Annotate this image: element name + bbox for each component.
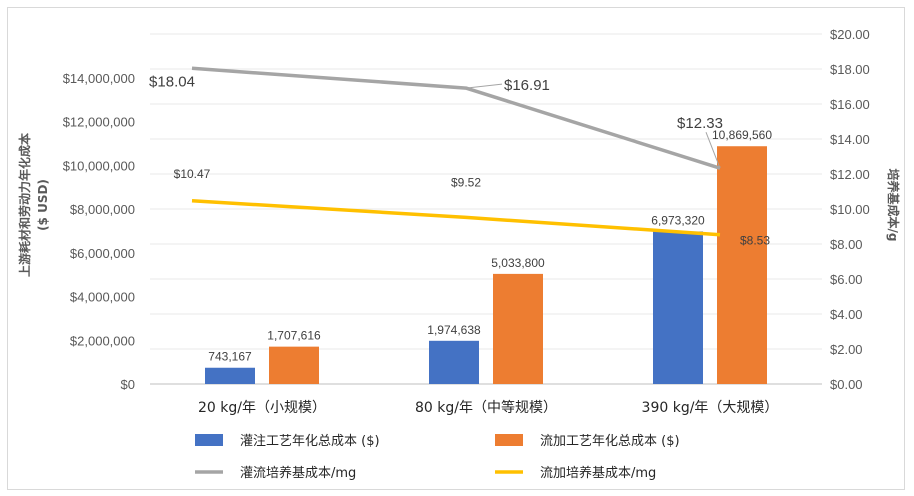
bar-perfusion: [429, 340, 479, 384]
y-left-tick-label: $4,000,000: [70, 290, 135, 305]
bar-value-label: 10,869,560: [712, 128, 772, 142]
bar-fedbatch: [269, 346, 319, 384]
data-labels: 743,167 1,974,638 6,973,320 1,707,616 5,033,…: [149, 73, 772, 363]
y-left-axis-unit: ($ USD): [36, 179, 50, 231]
legend-item: 流加工艺年化总成本 ($): [495, 434, 680, 449]
y-left-axis-title: 上游耗材和劳动力年化成本: [17, 133, 32, 277]
legend-item: 流加培养基成本/mg: [495, 465, 656, 481]
y-left-tick-label: $6,000,000: [70, 246, 135, 261]
chart-frame: [7, 7, 905, 490]
y-right-tick-label: $2.00: [830, 342, 863, 357]
bar-perfusion: [653, 231, 703, 384]
bar-value-label: 5,033,800: [491, 256, 545, 270]
line-value-label: $9.52: [451, 175, 481, 189]
gridlines: [150, 33, 822, 385]
y-right-tick-label: $4.00: [830, 307, 863, 322]
bar-value-label: 1,707,616: [267, 329, 321, 343]
y-left-tick-label: $2,000,000: [70, 333, 135, 348]
line-value-label: $12.33: [677, 115, 723, 132]
y-left-tick-label: $14,000,000: [63, 71, 135, 86]
legend-label: 流加培养基成本/mg: [540, 465, 656, 481]
category-label: 80 kg/年（中等规模）: [415, 399, 557, 416]
bar-value-label: 6,973,320: [651, 213, 705, 227]
y-left-tick-label: $8,000,000: [70, 202, 135, 217]
bar-fedbatch: [493, 273, 543, 384]
line-value-label: $18.04: [149, 73, 195, 90]
y-right-tick-label: $14.00: [830, 132, 870, 147]
y-right-tick-label: $0.00: [830, 377, 863, 392]
legend-label: 灌流培养基成本/mg: [240, 465, 356, 481]
axes: $0 $2,000,000 $4,000,000 $6,000,000 $8,000,0…: [17, 27, 901, 416]
y-left-tick-label: $12,000,000: [63, 115, 135, 130]
y-right-tick-label: $6.00: [830, 272, 863, 287]
y-left-tick-label: $0: [121, 377, 135, 392]
bar-value-label: 743,167: [208, 350, 252, 364]
y-right-tick-label: $10.00: [830, 202, 870, 217]
line-value-label: $16.91: [504, 77, 550, 94]
bars: [205, 146, 767, 384]
y-left-tick-label: $10,000,000: [63, 158, 135, 173]
y-right-tick-label: $18.00: [830, 62, 870, 77]
bar-perfusion: [205, 367, 255, 384]
line-value-label: $10.47: [174, 167, 211, 181]
label-leader-line: [705, 132, 721, 169]
legend: 灌注工艺年化总成本 ($) 流加工艺年化总成本 ($) 灌流培养基成本/mg 流加培养…: [195, 434, 680, 481]
legend-item: 灌注工艺年化总成本 ($): [195, 434, 380, 449]
line-value-label: $8.53: [740, 234, 770, 248]
y-right-tick-label: $8.00: [830, 237, 863, 252]
label-leader-line: [465, 83, 503, 89]
category-label: 390 kg/年（大规模）: [642, 400, 779, 416]
y-right-tick-label: $20.00: [830, 27, 870, 42]
bar-fedbatch: [717, 146, 767, 384]
series-line-fedbatch-media: [191, 199, 721, 237]
legend-swatch: [195, 434, 223, 446]
legend-item: 灌流培养基成本/mg: [195, 465, 356, 481]
y-right-tick-label: $16.00: [830, 97, 870, 112]
legend-label: 流加工艺年化总成本 ($): [540, 434, 680, 449]
y-right-tick-label: $12.00: [830, 167, 870, 182]
legend-swatch: [495, 434, 523, 446]
y-right-axis-title: 培养基成本/g: [886, 169, 901, 242]
legend-label: 灌注工艺年化总成本 ($): [240, 434, 380, 449]
bar-value-label: 1,974,638: [427, 323, 481, 337]
category-label: 20 kg/年（小规模）: [198, 400, 326, 416]
